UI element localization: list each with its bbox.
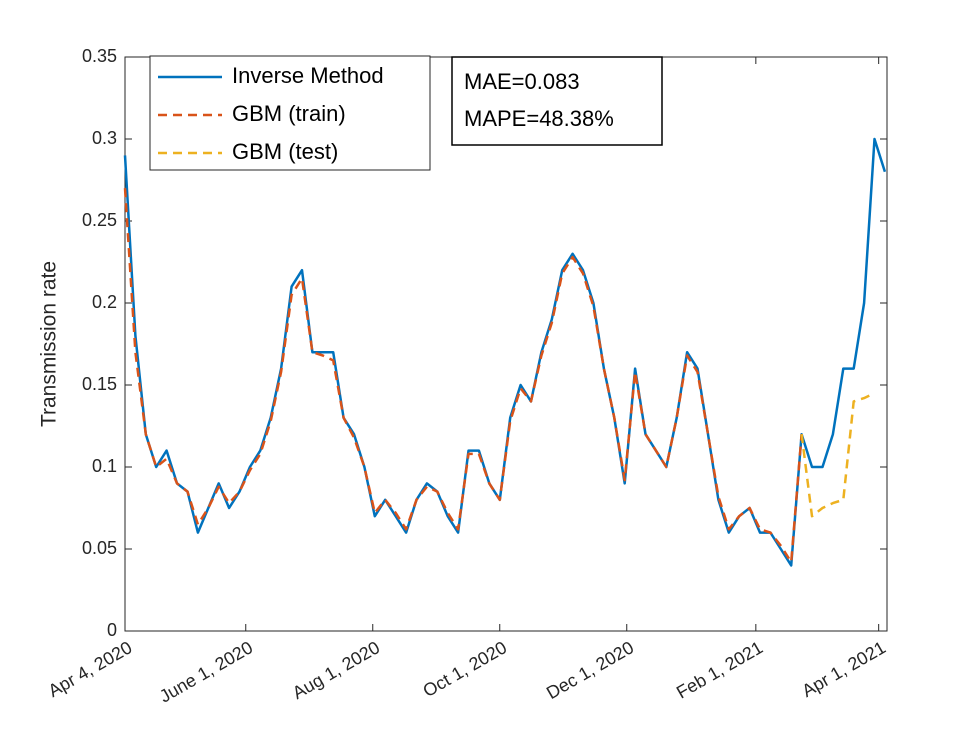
x-tick-label: Apr 4, 2020 [45,637,136,701]
x-tick-label: Aug 1, 2020 [289,637,383,703]
legend-label: GBM (train) [232,101,346,126]
y-tick-label: 0.15 [82,374,117,394]
x-tick-label: Oct 1, 2020 [420,637,511,701]
annotation-box [451,56,663,146]
annotation-text: MAPE=48.38% [464,106,614,131]
y-tick-label: 0.1 [92,456,117,476]
x-tick-label: Dec 1, 2020 [543,637,637,703]
x-tick-label: Apr 1, 2021 [798,637,889,701]
x-tick-label: Feb 1, 2021 [673,637,766,702]
x-tick-label: June 1, 2020 [156,637,256,706]
legend-box [149,55,431,171]
series-line [123,188,803,564]
y-tick-label: 0.25 [82,210,117,230]
y-tick-label: 0.05 [82,538,117,558]
legend-label: GBM (test) [232,139,338,164]
annotation-text: MAE=0.083 [464,69,580,94]
y-tick-label: 0.2 [92,292,117,312]
annotation: MAE=0.083 MAPE=48.38% [451,56,663,146]
y-tick-label: 0 [107,620,117,640]
legend: Inverse Method GBM (train) GBM (test) [149,55,431,171]
series-line [800,392,876,518]
legend-label: Inverse Method [232,63,384,88]
y-tick-label: 0.3 [92,128,117,148]
y-tick-label: 0.35 [82,46,117,66]
y-axis-label: Transmission rate [38,261,61,427]
